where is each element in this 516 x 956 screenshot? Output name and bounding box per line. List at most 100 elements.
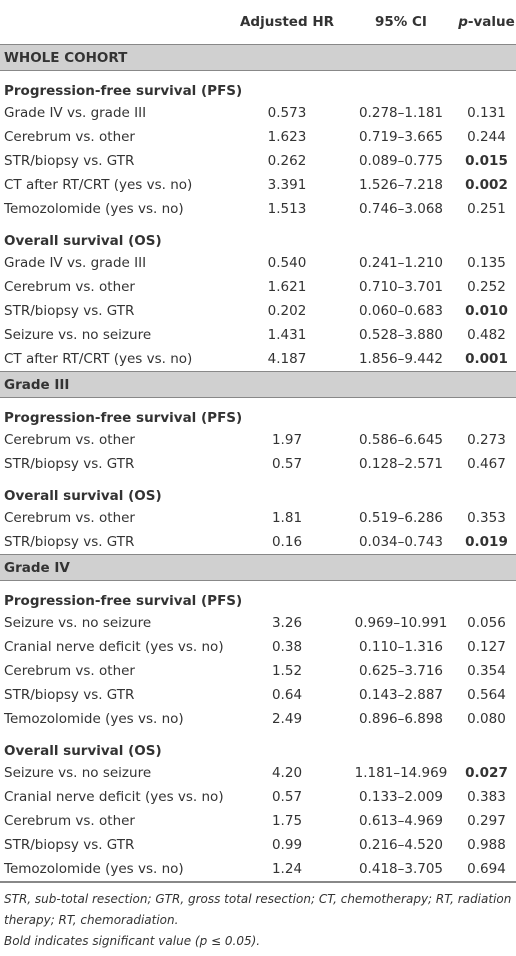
- p-value-cell: 0.056: [453, 611, 516, 635]
- row-label: Grade IV vs. grade III: [4, 255, 147, 271]
- group-row: Overall survival (OS): [0, 731, 516, 761]
- row-label: Seizure vs. no seizure: [4, 327, 152, 343]
- hazard-ratio: 3.26: [271, 615, 303, 631]
- confidence-interval: 0.896–6.898: [358, 711, 444, 727]
- data-row: Grade IV vs. grade III 0.573 0.278–1.181 0.…: [0, 101, 516, 125]
- data-row: Cerebrum vs. other 1.97 0.586–6.645 0.273: [0, 428, 516, 452]
- row-label: STR/biopsy vs. GTR: [4, 687, 135, 703]
- p-value-cell: 0.027: [453, 761, 516, 785]
- header-ci: 95% CI: [345, 0, 453, 45]
- group-title: Overall survival (OS): [4, 743, 162, 759]
- p-value-cell: 0.354: [453, 659, 516, 683]
- p-value-cell: 0.988: [453, 833, 516, 857]
- footnote: Bold indicates significant value (p ≤ 0.…: [4, 934, 261, 948]
- hazard-ratio: 1.24: [225, 857, 345, 882]
- p-value-cell: 0.252: [453, 275, 516, 299]
- data-row: Temozolomide (yes vs. no) 1.513 0.746–3.06…: [0, 197, 516, 221]
- p-value-cell: 0.131: [453, 101, 516, 125]
- confidence-interval: 0.586–6.645: [358, 432, 444, 448]
- row-label: Temozolomide (yes vs. no): [4, 711, 184, 727]
- confidence-interval: 0.710–3.701: [358, 279, 444, 295]
- hazard-ratio: 0.99: [271, 837, 303, 853]
- p-value: 0.252: [467, 279, 506, 295]
- p-value: 0.353: [467, 510, 506, 526]
- p-value-cell: 0.467: [453, 452, 516, 476]
- p-value-cell: 0.002: [453, 173, 516, 197]
- p-value-cell: 0.015: [453, 149, 516, 173]
- p-value-cell: 0.010: [453, 299, 516, 323]
- confidence-interval: 0.613–4.969: [358, 813, 444, 829]
- p-value: 0.564: [467, 687, 506, 703]
- p-value-cell: 0.694: [453, 857, 516, 882]
- p-value: 0.694: [467, 861, 506, 877]
- p-value-cell: 0.135: [453, 251, 516, 275]
- confidence-interval: 0.133–2.009: [358, 789, 444, 805]
- hazard-ratio: 1.623: [267, 129, 307, 145]
- row-label: Cerebrum vs. other: [4, 510, 135, 526]
- data-row: CT after RT/CRT (yes vs. no) 4.187 1.856–9…: [0, 347, 516, 372]
- confidence-interval: 0.110–1.316: [358, 639, 444, 655]
- hazard-ratio: 0.57: [271, 456, 303, 472]
- footnotes: STR, sub-total resection; GTR, gross tot…: [0, 882, 516, 952]
- row-label: Grade IV vs. grade III: [4, 105, 147, 121]
- group-row: Overall survival (OS): [0, 221, 516, 251]
- row-label: Seizure vs. no seizure: [4, 615, 152, 631]
- data-row: Grade IV vs. grade III 0.540 0.241–1.210 0.…: [0, 251, 516, 275]
- data-row: Cranial nerve deficit (yes vs. no) 0.57 0.…: [0, 785, 516, 809]
- p-value: 0.002: [465, 177, 508, 193]
- hazard-ratio: 0.573: [267, 105, 307, 121]
- row-label: Cranial nerve deficit (yes vs. no): [4, 639, 224, 655]
- hazard-ratio: 0.262: [267, 153, 307, 169]
- confidence-interval: 0.969–10.991: [354, 615, 448, 631]
- hazard-ratio: 1.75: [271, 813, 303, 829]
- group-title: Overall survival (OS): [4, 233, 162, 249]
- header-blank: [0, 0, 225, 45]
- data-row: Temozolomide (yes vs. no) 1.24 0.418–3.705…: [0, 857, 516, 882]
- confidence-interval: 0.418–3.705: [345, 857, 453, 882]
- header-row: Adjusted HR 95% CI p-value: [0, 0, 516, 45]
- p-value: 0.019: [465, 534, 508, 550]
- hazard-ratio: 1.431: [267, 327, 307, 343]
- p-value-cell: 0.019: [453, 530, 516, 555]
- row-label: Cranial nerve deficit (yes vs. no): [4, 789, 224, 805]
- confidence-interval: 1.181–14.969: [354, 765, 448, 781]
- hazard-ratio: 4.187: [267, 351, 307, 367]
- data-row: Cranial nerve deficit (yes vs. no) 0.38 0.…: [0, 635, 516, 659]
- data-row: STR/biopsy vs. GTR 0.64 0.143–2.887 0.564: [0, 683, 516, 707]
- row-label: Cerebrum vs. other: [4, 663, 135, 679]
- p-value-cell: 0.353: [453, 506, 516, 530]
- data-row: Cerebrum vs. other 1.75 0.613–4.969 0.297: [0, 809, 516, 833]
- hazard-ratio: 4.20: [271, 765, 303, 781]
- p-value-cell: 0.080: [453, 707, 516, 731]
- header-p: p-value: [453, 0, 516, 45]
- hazard-ratio: 0.540: [267, 255, 307, 271]
- p-value: 0.056: [467, 615, 506, 631]
- confidence-interval: 0.528–3.880: [358, 327, 444, 343]
- header-hr: Adjusted HR: [225, 0, 345, 45]
- footnote: STR, sub-total resection; GTR, gross tot…: [4, 892, 512, 927]
- section-row: Grade III: [0, 371, 516, 398]
- hazard-ratio: 0.64: [271, 687, 303, 703]
- group-title: Overall survival (OS): [4, 488, 162, 504]
- hazard-ratio: 3.391: [267, 177, 307, 193]
- row-label: Cerebrum vs. other: [4, 432, 135, 448]
- group-row: Progression-free survival (PFS): [0, 71, 516, 102]
- data-row: STR/biopsy vs. GTR 0.16 0.034–0.743 0.019: [0, 530, 516, 555]
- p-value: 0.354: [467, 663, 506, 679]
- group-row: Progression-free survival (PFS): [0, 398, 516, 429]
- data-row: Cerebrum vs. other 1.623 0.719–3.665 0.244: [0, 125, 516, 149]
- confidence-interval: 0.143–2.887: [358, 687, 444, 703]
- hazard-ratio: 1.52: [271, 663, 303, 679]
- p-value: 0.135: [467, 255, 506, 271]
- section-title: WHOLE COHORT: [0, 44, 516, 71]
- p-value: 0.131: [467, 105, 506, 121]
- row-label: STR/biopsy vs. GTR: [4, 837, 135, 853]
- hazard-ratio: 1.81: [271, 510, 303, 526]
- header-p-rest: -value: [467, 14, 515, 30]
- group-title: Progression-free survival (PFS): [4, 593, 243, 609]
- section-row: Grade IV: [0, 554, 516, 581]
- group-title: Progression-free survival (PFS): [4, 410, 243, 426]
- confidence-interval: 0.241–1.210: [358, 255, 444, 271]
- hazard-ratio: 2.49: [271, 711, 303, 727]
- data-row: Seizure vs. no seizure 1.431 0.528–3.880 0.…: [0, 323, 516, 347]
